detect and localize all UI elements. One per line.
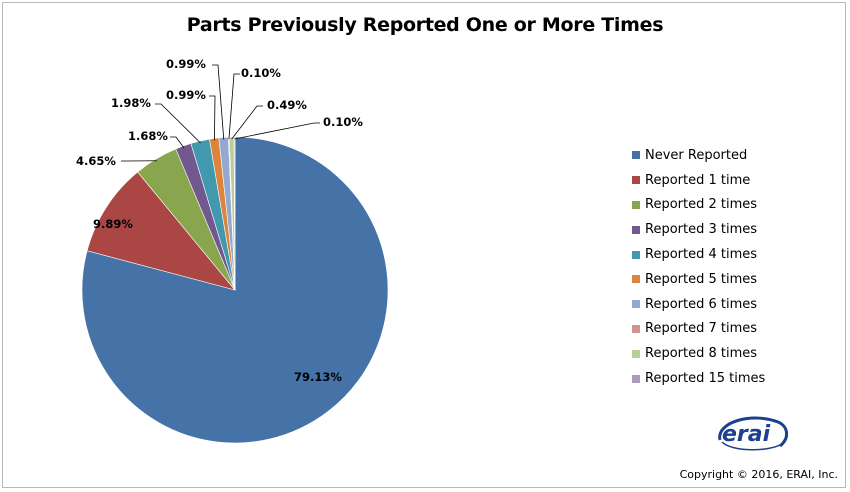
legend: Never Reported Reported 1 time Reported 2 … xyxy=(632,143,765,391)
legend-item: Reported 5 times xyxy=(632,267,765,292)
pie-slice-1 xyxy=(81,136,389,444)
slice-label-6: 0.99% xyxy=(166,88,206,102)
legend-swatch xyxy=(632,176,640,185)
legend-label: Reported 5 times xyxy=(645,271,758,287)
leader-lines xyxy=(121,64,320,162)
legend-swatch xyxy=(632,374,640,383)
legend-swatch xyxy=(632,151,640,160)
slice-label-1: 79.13% xyxy=(294,370,342,384)
legend-swatch xyxy=(632,300,640,309)
legend-item: Reported 7 times xyxy=(632,317,765,342)
leader-line-5 xyxy=(155,103,201,144)
legend-label: Reported 7 times xyxy=(645,321,758,337)
pie-slices xyxy=(81,136,389,444)
slice-label-5: 1.98% xyxy=(111,96,151,110)
legend-item: Reported 8 times xyxy=(632,341,765,366)
legend-swatch xyxy=(632,275,640,284)
erai-logo: erai xyxy=(718,416,788,451)
slice-label-9: 0.49% xyxy=(267,98,307,112)
chart-title: Parts Previously Reported One or More Ti… xyxy=(186,14,664,36)
legend-item: Reported 6 times xyxy=(632,292,765,317)
legend-item: Reported 1 time xyxy=(632,168,765,193)
legend-label: Reported 2 times xyxy=(645,197,758,213)
pie-slice-2 xyxy=(86,171,236,291)
legend-item: Reported 15 times xyxy=(632,366,765,391)
leader-line-8 xyxy=(228,73,240,140)
legend-item: Reported 4 times xyxy=(632,242,765,267)
slice-label-3: 4.65% xyxy=(76,154,116,168)
legend-swatch xyxy=(632,250,640,259)
leader-line-9 xyxy=(231,105,263,140)
legend-label: Reported 3 times xyxy=(645,222,758,238)
pie-slice-10 xyxy=(233,136,236,291)
slice-labels: 79.13% 9.89% 4.65% 1.68% 1.98% 0.99% 0.99% 0.10… xyxy=(76,57,363,384)
slice-label-7: 0.99% xyxy=(166,57,206,71)
legend-item: Reported 2 times xyxy=(632,193,765,218)
leader-line-6 xyxy=(209,95,216,141)
legend-label: Reported 1 time xyxy=(645,172,751,188)
leader-line-7 xyxy=(212,64,225,140)
legend-label: Never Reported xyxy=(645,147,748,163)
copyright: Copyright © 2016, ERAI, Inc. xyxy=(679,468,838,481)
leader-line-4 xyxy=(170,136,185,149)
logo-text: erai xyxy=(722,422,771,447)
legend-swatch xyxy=(632,200,640,209)
legend-item: Never Reported xyxy=(632,143,765,168)
legend-swatch xyxy=(632,225,640,234)
legend-item: Reported 3 times xyxy=(632,217,765,242)
slice-label-4: 1.68% xyxy=(128,129,168,143)
slice-label-10: 0.10% xyxy=(323,115,363,129)
slice-label-2: 9.89% xyxy=(93,217,133,231)
legend-label: Reported 4 times xyxy=(645,247,758,263)
slice-label-8: 0.10% xyxy=(241,66,281,80)
legend-swatch xyxy=(632,324,640,333)
legend-label: Reported 15 times xyxy=(645,371,766,387)
legend-label: Reported 6 times xyxy=(645,296,758,312)
legend-label: Reported 8 times xyxy=(645,346,758,362)
legend-swatch xyxy=(632,349,640,358)
leader-line-10 xyxy=(234,122,320,140)
